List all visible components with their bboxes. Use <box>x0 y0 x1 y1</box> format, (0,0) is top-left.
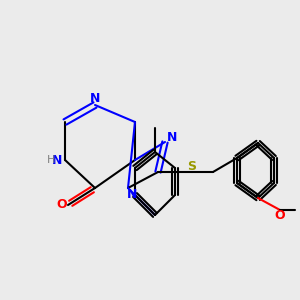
Text: N: N <box>90 92 100 106</box>
Text: H: H <box>47 155 56 165</box>
Text: N: N <box>127 188 138 200</box>
Text: S: S <box>188 160 196 173</box>
Text: O: O <box>57 199 67 212</box>
Text: N: N <box>167 131 178 144</box>
Text: O: O <box>275 209 285 222</box>
Text: N: N <box>52 154 63 166</box>
